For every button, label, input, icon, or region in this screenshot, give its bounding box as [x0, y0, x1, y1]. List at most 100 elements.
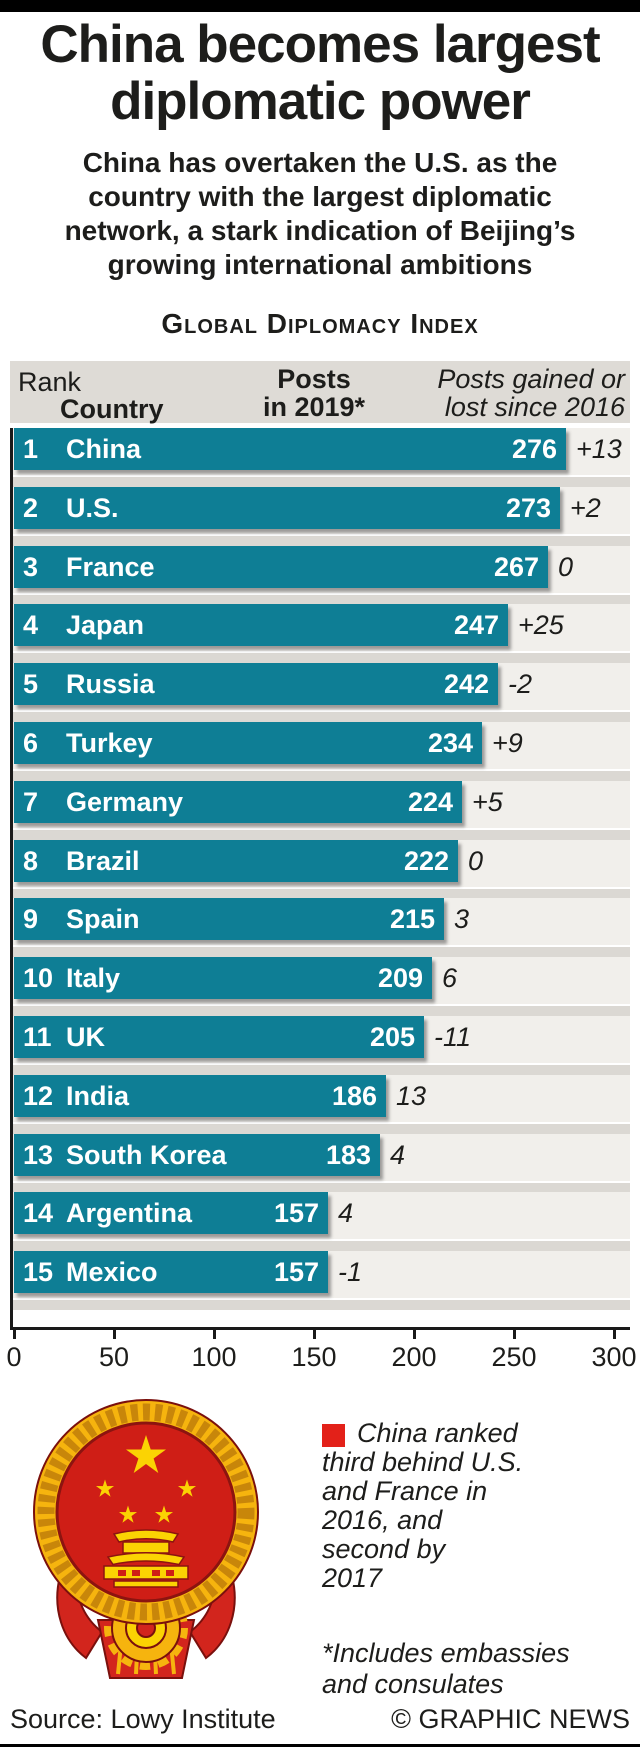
x-axis-tick: [613, 1330, 616, 1339]
rank-label: 10: [23, 963, 54, 993]
rank-label: 2: [23, 493, 39, 523]
rank-label: 1: [23, 434, 39, 464]
row-separator-stripe: [10, 536, 630, 546]
country-label: Argentina: [66, 1198, 193, 1228]
bar-row-india: 12 India 186 13: [10, 1075, 630, 1134]
row-separator-stripe: [10, 712, 630, 722]
bar-row-turkey: 6 Turkey 234 +9: [10, 722, 630, 781]
emblem-tiananmen: [103, 1529, 189, 1588]
rank-label: 11: [23, 1022, 52, 1052]
column-header-posts: Posts in 2019*: [262, 364, 366, 422]
x-axis-tick: [413, 1330, 416, 1339]
x-axis-tick-label: 0: [6, 1342, 22, 1372]
x-axis-tick: [313, 1330, 316, 1339]
posts-value-label: 267: [493, 552, 539, 582]
posts-value-label: 157: [273, 1257, 319, 1287]
x-axis-tick: [13, 1330, 16, 1339]
change-label: 4: [390, 1140, 406, 1170]
country-label: India: [66, 1081, 130, 1111]
change-label: +2: [570, 493, 601, 523]
x-axis-tick: [113, 1330, 116, 1339]
bar-row-spain: 9 Spain 215 3: [10, 898, 630, 957]
country-label: Brazil: [66, 846, 140, 876]
posts-value-label: 222: [403, 846, 449, 876]
bar-row-brazil: 8 Brazil 222 0: [10, 840, 630, 899]
legend-text: China ranked third behind U.S. and Franc…: [322, 1418, 524, 1593]
posts-value-label: 186: [331, 1081, 377, 1111]
bar: 13 South Korea 183: [14, 1134, 380, 1176]
column-header-change: Posts gained or lost since 2016: [437, 364, 625, 422]
bar-row-france: 3 France 267 0: [10, 546, 630, 605]
bar: 14 Argentina 157: [14, 1192, 328, 1234]
row-separator-stripe: [10, 771, 630, 781]
bar-row-china: 1 China 276 +13: [10, 428, 630, 487]
rank-label: 5: [23, 669, 39, 699]
bar: 8 Brazil 222: [14, 840, 458, 882]
bar-row-south-korea: 13 South Korea 183 4: [10, 1134, 630, 1193]
x-axis-tick-label: 150: [291, 1342, 337, 1372]
bar-row-u-s-: 2 U.S. 273 +2: [10, 487, 630, 546]
x-axis-tick-label: 100: [191, 1342, 237, 1372]
column-header-country: Country: [60, 394, 164, 424]
rank-label: 8: [23, 846, 39, 876]
bar-row-uk: 11 UK 205 -11: [10, 1016, 630, 1075]
country-label: France: [66, 552, 155, 582]
bar-row-russia: 5 Russia 242 -2: [10, 663, 630, 722]
column-header-rank: Rank: [18, 367, 82, 397]
bar: 9 Spain 215: [14, 898, 444, 940]
bar-row-italy: 10 Italy 209 6: [10, 957, 630, 1016]
x-axis-tick-label: 250: [491, 1342, 537, 1372]
row-separator-stripe: [10, 1241, 630, 1251]
bar: 10 Italy 209: [14, 957, 432, 999]
row-separator-stripe: [10, 830, 630, 840]
rank-label: 7: [23, 787, 39, 817]
rank-label: 6: [23, 728, 39, 758]
rank-label: 9: [23, 904, 39, 934]
change-label: 0: [468, 846, 484, 876]
bar: 1 China 276: [14, 428, 566, 470]
x-axis-line: [10, 1327, 630, 1330]
change-label: 0: [558, 552, 574, 582]
posts-value-label: 224: [407, 787, 453, 817]
x-axis-tick: [213, 1330, 216, 1339]
rank-label: 12: [23, 1081, 54, 1111]
bar-chart: 1 China 276 +13 2 U.S. 273 +2 3 France 267 0 4 Japan 2…: [6, 428, 637, 1388]
rank-label: 13: [23, 1140, 54, 1170]
row-separator-stripe: [10, 477, 630, 487]
posts-value-label: 273: [505, 493, 551, 523]
bar-row-germany: 7 Germany 224 +5: [10, 781, 630, 840]
chart-title: Global Diplomacy Index: [161, 308, 479, 339]
bar: 2 U.S. 273: [14, 487, 560, 529]
country-label: South Korea: [66, 1140, 227, 1170]
publisher-credit: © GRAPHIC NEWS: [391, 1704, 630, 1734]
bar: 7 Germany 224: [14, 781, 462, 823]
legend-red-square: [322, 1424, 345, 1447]
change-label: -1: [338, 1257, 363, 1287]
y-axis-line: [10, 428, 13, 1329]
bar-row-mexico: 15 Mexico 157 -1: [10, 1251, 630, 1310]
row-separator-stripe: [10, 1006, 630, 1016]
table-header: Rank Country Posts in 2019* Posts gained…: [10, 361, 630, 424]
change-label: -2: [508, 669, 533, 699]
country-label: U.S.: [66, 493, 119, 523]
row-separator-stripe: [10, 889, 630, 899]
posts-value-label: 183: [325, 1140, 371, 1170]
top-black-bar: [0, 0, 640, 12]
subtitle: China has overtaken the U.S. as the coun…: [64, 147, 576, 280]
bar: 6 Turkey 234: [14, 722, 482, 764]
row-separator-stripe: [10, 653, 630, 663]
change-label: 6: [442, 963, 458, 993]
posts-value-label: 205: [369, 1022, 415, 1052]
row-separator-stripe: [10, 1065, 630, 1075]
page-title: China becomes largest diplomatic power: [40, 15, 600, 131]
country-label: Turkey: [66, 728, 153, 758]
x-axis-tick: [513, 1330, 516, 1339]
country-label: Russia: [66, 669, 155, 699]
bar: 4 Japan 247: [14, 604, 508, 646]
row-separator-stripe: [10, 947, 630, 957]
change-label: +5: [472, 787, 503, 817]
source-credit: Source: Lowy Institute: [10, 1704, 276, 1734]
country-label: Germany: [66, 787, 184, 817]
posts-value-label: 276: [511, 434, 557, 464]
